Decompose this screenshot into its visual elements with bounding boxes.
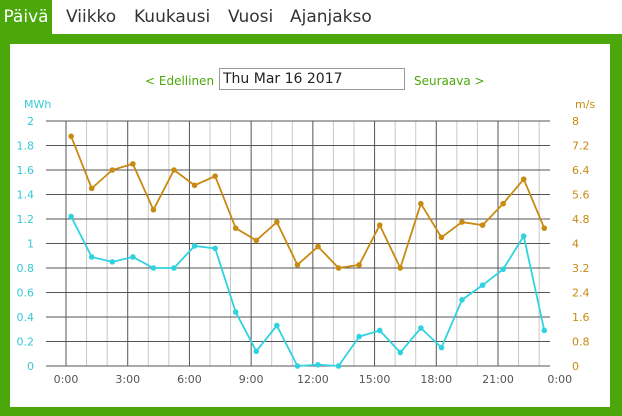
wind-series-line [70,135,546,271]
wind-data-point [418,200,424,207]
wind-data-point [171,167,177,173]
y-right-tick-label: 4.8 [572,213,590,226]
wind-data-point [397,265,404,271]
y-right-tick-label: 8 [572,115,579,128]
energy-data-point [541,327,548,334]
x-tick-label: 15:00 [359,373,391,386]
production-chart: 0 0.2 0.4 0.6 0.8 1 1.2 1.4 1.6 1.8 2 0 0.8 1.6 2.4 3.2… [17,98,596,386]
energy-data-point [315,361,321,368]
energy-data-point [418,325,424,331]
energy-data-point [438,344,445,351]
wind-data-point [459,219,465,225]
tab-paiva[interactable]: Päivä [0,0,52,34]
y-left-unit-label: MWh [24,98,51,111]
energy-data-point [171,265,177,271]
energy-data-point [253,348,260,355]
y-right-tick-label: 0.8 [572,336,590,349]
energy-data-point [335,363,342,369]
wind-data-point [294,262,301,268]
wind-data-point [479,222,486,228]
x-tick-label: 12:00 [297,373,329,386]
y-left-tick-label: 0.4 [17,311,35,324]
wind-data-point [438,234,445,241]
wind-data-point [212,173,218,179]
y-right-tick-label: 2.4 [572,287,590,300]
y-right-tick-label: 5.6 [572,189,590,202]
y-left-tick-label: 1.8 [17,140,35,153]
wind-data-point [191,182,198,189]
x-tick-label: 0:00 [547,373,572,386]
energy-data-point [88,254,95,260]
content-frame: < Edellinen Seuraava > 0 0.2 0.4 0.6 0.8 1 1.2… [0,34,622,416]
energy-data-point [130,254,136,260]
energy-data-point [356,333,362,340]
wind-data-point [109,167,116,173]
y-right-tick-label: 0 [572,360,579,373]
y-right-tick-label: 6.4 [572,164,590,177]
y-left-tick-label: 0.2 [17,336,35,349]
next-day-link[interactable]: Seuraava > [414,74,485,88]
x-tick-label: 18:00 [420,373,452,386]
y-left-tick-label: 0 [27,360,34,373]
date-input[interactable] [219,68,405,90]
energy-data-point [500,266,506,273]
tab-viikko[interactable]: Viikko [66,7,117,27]
x-tick-label: 6:00 [177,373,202,386]
energy-data-point [479,282,486,288]
x-tick-label: 0:00 [54,373,79,386]
x-tick-label: 3:00 [115,373,140,386]
energy-series-line [70,216,546,367]
energy-data-point [274,322,280,329]
wind-data-point [500,200,506,207]
wind-data-point [315,243,321,250]
energy-data-point [397,349,404,356]
energy-data-point [232,309,239,315]
energy-data-point [294,363,301,369]
wind-data-point [130,161,136,167]
x-tick-label: 21:00 [482,373,514,386]
wind-data-point [253,237,260,244]
chart-panel: < Edellinen Seuraava > 0 0.2 0.4 0.6 0.8 1 1.2… [10,44,610,407]
previous-day-link[interactable]: < Edellinen [145,74,215,88]
wind-data-point [356,262,362,268]
y-left-tick-label: 1.6 [17,164,35,177]
energy-data-point [376,327,383,334]
y-right-unit-label: m/s [575,98,595,111]
energy-data-point [459,297,465,303]
y-left-tick-label: 2 [27,115,34,128]
wind-data-point [541,225,548,231]
y-right-tick-label: 1.6 [572,311,590,324]
energy-data-point [191,243,198,249]
wind-data-point [150,207,157,213]
y-left-tick-label: 1 [27,238,34,251]
wind-data-point [68,133,74,140]
y-left-tick-label: 1.2 [17,213,35,226]
tab-ajanjakso[interactable]: Ajanjakso [290,7,372,27]
y-right-tick-label: 7.2 [572,140,590,153]
tab-kuukausi[interactable]: Kuukausi [134,7,211,27]
tab-vuosi[interactable]: Vuosi [228,7,274,27]
y-right-tick-label: 3.2 [572,262,590,275]
energy-data-point [109,259,116,265]
wind-data-point [376,222,383,228]
energy-data-point [68,213,74,220]
y-left-tick-label: 0.8 [17,262,35,275]
energy-data-point [212,245,218,252]
energy-data-point [520,233,527,239]
x-tick-label: 9:00 [239,373,264,386]
wind-data-point [274,219,280,225]
wind-data-point [232,225,239,231]
period-tabs: Päivä Viikko Kuukausi Vuosi Ajanjakso [0,0,622,34]
energy-data-point [150,265,157,271]
wind-data-point [520,176,527,182]
wind-data-point [335,265,342,271]
y-left-tick-label: 0.6 [17,287,35,300]
y-right-tick-label: 4 [572,238,579,251]
wind-data-point [88,185,95,192]
y-left-tick-label: 1.4 [17,189,35,202]
